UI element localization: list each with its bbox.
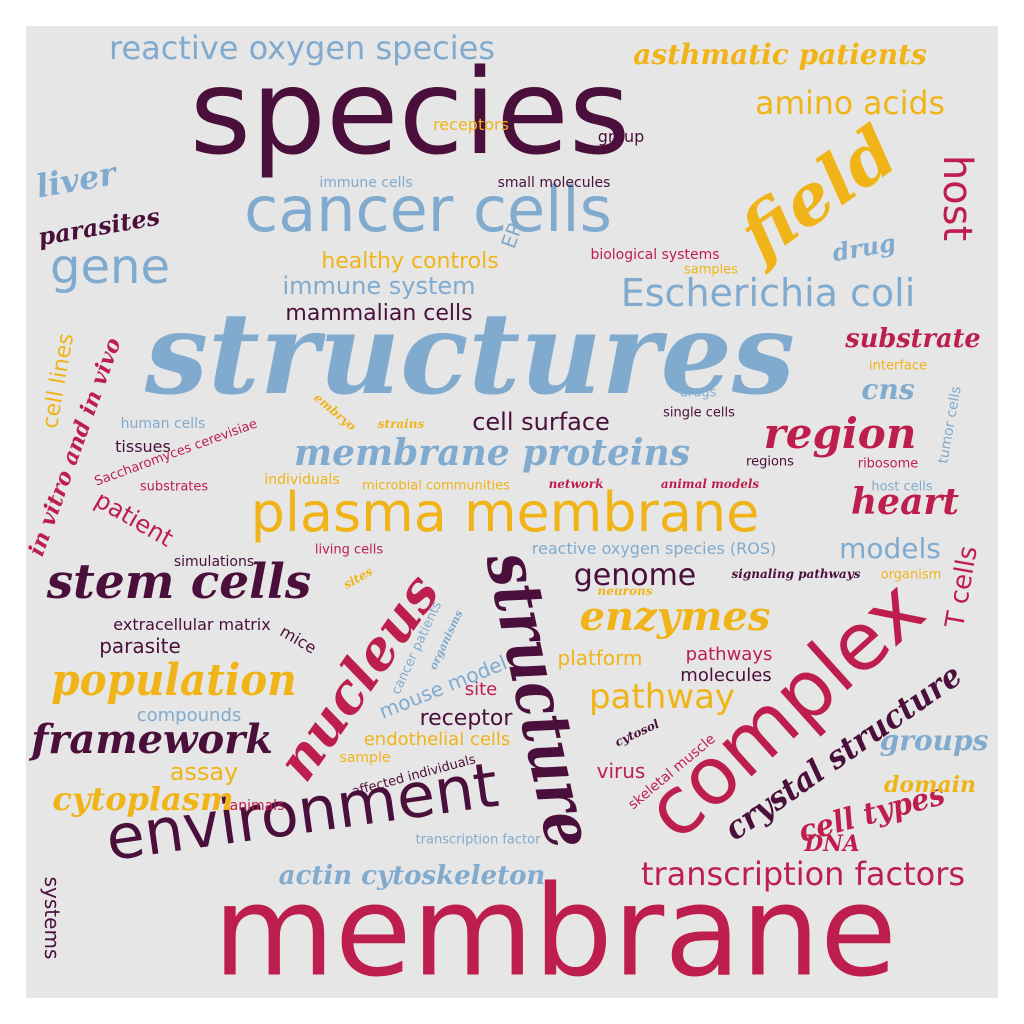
word-cancer-cells: cancer cells	[244, 173, 612, 246]
word-receptor: receptor	[419, 706, 513, 731]
word-host-cells: host cells	[871, 479, 933, 495]
word-immune-system: immune system	[282, 272, 476, 300]
word-heart: heart	[851, 481, 959, 523]
word-domain: domain	[884, 772, 976, 798]
word-immune-cells: immune cells	[319, 175, 413, 191]
word-gene: gene	[50, 239, 170, 295]
word-substrates: substrates	[139, 479, 209, 495]
word-pathway: pathway	[588, 677, 736, 717]
word-amino-acids: amino acids	[755, 84, 945, 122]
word-framework: framework	[31, 716, 273, 763]
word-systems: systems	[40, 876, 64, 960]
word-individuals: individuals	[264, 472, 340, 488]
word-species: species	[189, 43, 631, 181]
word-group: group	[597, 127, 645, 146]
word-groups: groups	[879, 724, 989, 757]
word-population: population	[51, 655, 297, 706]
cloud-background	[26, 26, 998, 998]
word-parasite: parasite	[99, 634, 181, 658]
word-plasma-membrane: plasma membrane	[250, 481, 760, 544]
word-membrane-proteins: membrane proteins	[294, 432, 690, 474]
word-genome: genome	[573, 558, 697, 593]
word-receptors: receptors	[433, 115, 509, 134]
word-strains: strains	[377, 417, 425, 431]
word-extracellular-matrix: extracellular matrix	[113, 615, 271, 634]
word-network: network	[548, 477, 604, 491]
word-single-cells: single cells	[663, 405, 735, 421]
word-drugs: drugs	[679, 385, 717, 401]
word-site: site	[464, 679, 498, 700]
word-actin-cytoskeleton: actin cytoskeleton	[278, 861, 546, 891]
word-small-molecules: small molecules	[497, 175, 611, 191]
word-assay: assay	[169, 758, 239, 786]
word-tissues: tissues	[115, 437, 171, 456]
word-escherichia-coli: Escherichia coli	[620, 271, 916, 315]
word-mammalian-cells: mammalian cells	[285, 301, 473, 326]
word-animals: animals	[229, 798, 285, 814]
word-microbial-communities: microbial communities	[361, 478, 511, 494]
word-cell-surface: cell surface	[472, 408, 610, 436]
word-region: region	[763, 409, 917, 458]
word-living-cells: living cells	[314, 542, 384, 558]
word-samples: samples	[683, 262, 739, 278]
word-asthmatic-patients: asthmatic patients	[633, 38, 927, 71]
word-structures: structures	[145, 289, 795, 420]
word-compounds: compounds	[136, 705, 242, 726]
word-reactive-oxygen-species: reactive oxygen species	[108, 29, 496, 67]
word-cytoplasm: cytoplasm	[52, 780, 234, 818]
word-regions: regions	[746, 454, 794, 470]
word-stem-cells: stem cells	[46, 554, 312, 610]
word-virus: virus	[596, 759, 646, 783]
word-transcription-factors: transcription factors	[640, 855, 966, 893]
word-sample: sample	[339, 750, 391, 766]
word-host: host	[934, 154, 980, 242]
word-organism: organism	[880, 567, 942, 583]
word-transcription-factor: transcription factor	[415, 832, 541, 848]
word-neurons: neurons	[597, 584, 653, 598]
word-pathways: pathways	[685, 644, 773, 665]
word-enzymes: enzymes	[579, 593, 771, 640]
word-platform: platform	[557, 646, 643, 670]
word-dna: DNA	[804, 831, 860, 857]
word-animal-models: animal models	[660, 477, 760, 491]
word-human-cells: human cells	[120, 416, 206, 432]
word-cns: cns	[861, 373, 915, 406]
word-healthy-controls: healthy controls	[321, 249, 499, 274]
word-molecules: molecules	[680, 665, 772, 686]
word-membrane: membrane	[213, 859, 897, 1005]
word-endothelial-cells: endothelial cells	[363, 729, 511, 750]
word-reactive-oxygen-species-ros: reactive oxygen species (ROS)	[531, 539, 777, 558]
word-signaling-pathways: signaling pathways	[731, 567, 861, 581]
word-biological-systems: biological systems	[590, 247, 720, 263]
word-models: models	[839, 532, 941, 565]
word-ribosome: ribosome	[857, 456, 919, 472]
word-substrate: substrate	[845, 324, 981, 354]
word-interface: interface	[869, 358, 927, 374]
word-simulations: simulations	[173, 554, 255, 570]
